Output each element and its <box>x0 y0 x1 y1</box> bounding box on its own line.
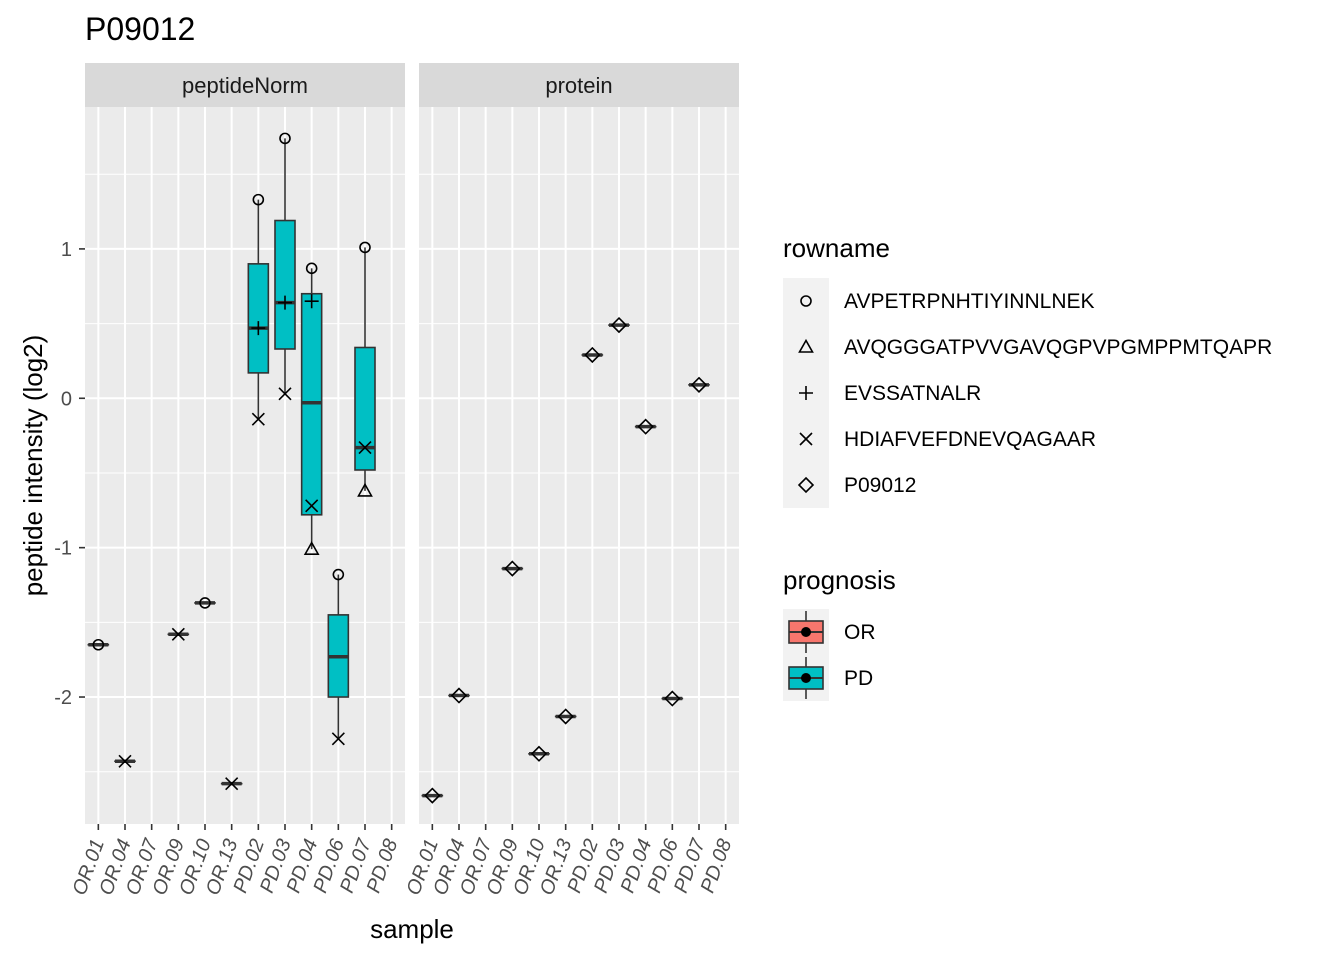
chart-title: P09012 <box>85 11 195 47</box>
data-point <box>358 441 372 455</box>
data-point <box>303 541 320 555</box>
legend-key-point <box>801 627 811 637</box>
box-PD.03 <box>274 138 296 394</box>
facet-label: peptideNorm <box>182 73 308 98</box>
y-tick-label: 0 <box>61 388 72 410</box>
legend-rowname: rowname AVPETRPNHTIYINNLNEK AVQGGGATPVVGAV… <box>783 233 1272 508</box>
legend-label: PD <box>844 667 873 690</box>
facet-label: protein <box>545 73 612 98</box>
data-point <box>251 412 265 426</box>
data-point <box>118 754 132 768</box>
data-point <box>557 708 574 725</box>
legend-plus-icon <box>799 386 813 400</box>
data-point <box>225 777 239 791</box>
data-point <box>278 295 292 310</box>
data-point <box>424 787 441 804</box>
data-point <box>304 294 319 309</box>
legend-key <box>783 278 829 324</box>
box-body <box>354 346 376 471</box>
legend-key-point <box>801 673 811 683</box>
panel-background <box>85 107 405 824</box>
data-point <box>199 597 211 609</box>
legend-title: rowname <box>783 233 890 263</box>
data-point <box>278 387 292 401</box>
legend-prognosis: prognosis OR PD <box>783 565 896 701</box>
data-point <box>331 732 345 746</box>
data-point <box>664 690 681 707</box>
legend-label: AVQGGGATPVVGAVQGPVPGMPPMTQAPR <box>844 336 1272 359</box>
data-point <box>584 346 601 364</box>
y-axis-title: peptide intensity (log2) <box>18 335 48 597</box>
legend-label: P09012 <box>844 474 916 497</box>
box-PD.02 <box>247 199 270 420</box>
facet-strip <box>419 63 739 107</box>
legend-key <box>783 462 829 508</box>
data-point <box>610 316 628 334</box>
legend-label: AVPETRPNHTIYINNLNEK <box>844 290 1095 313</box>
legend-key <box>783 324 829 370</box>
legend-triangle-icon <box>798 338 814 353</box>
box-PD.06 <box>327 574 350 739</box>
data-point <box>450 687 468 704</box>
data-point <box>530 745 548 762</box>
data-point <box>279 132 291 145</box>
facet-panel-1: proteinOR.01OR.04OR.07OR.09OR.10OR.13PD.… <box>403 63 739 898</box>
data-point <box>171 627 185 641</box>
panel-background <box>419 107 739 824</box>
box-PD.04 <box>300 268 323 550</box>
data-point <box>92 638 105 651</box>
box-body <box>247 263 270 374</box>
facet-strip <box>85 63 405 107</box>
data-point <box>359 241 371 254</box>
data-point <box>332 568 345 581</box>
y-tick-label: -1 <box>54 538 72 560</box>
box-body <box>274 219 296 350</box>
facet-panel-0: peptideNormOR.01OR.04OR.07OR.09OR.10OR.1… <box>69 63 405 898</box>
data-point <box>504 560 521 577</box>
data-point <box>251 321 266 336</box>
data-point <box>305 499 319 513</box>
data-point <box>690 376 708 393</box>
y-tick-label: -2 <box>54 687 72 709</box>
legend-cross-icon <box>799 432 813 446</box>
legend-label: EVSSATNALR <box>844 382 981 405</box>
legend-label: HDIAFVEFDNEVQAGAAR <box>844 428 1096 451</box>
legend-diamond-icon <box>797 476 815 494</box>
data-point <box>252 193 265 206</box>
legend-label: OR <box>844 621 876 644</box>
box-PD.07 <box>354 247 376 491</box>
x-axis-title: sample <box>370 914 454 944</box>
legend-circle-icon <box>800 295 812 307</box>
data-point <box>305 262 318 275</box>
y-tick-label: 1 <box>61 239 72 261</box>
legend-title: prognosis <box>783 565 896 595</box>
data-point <box>357 482 373 497</box>
data-point <box>637 418 654 435</box>
